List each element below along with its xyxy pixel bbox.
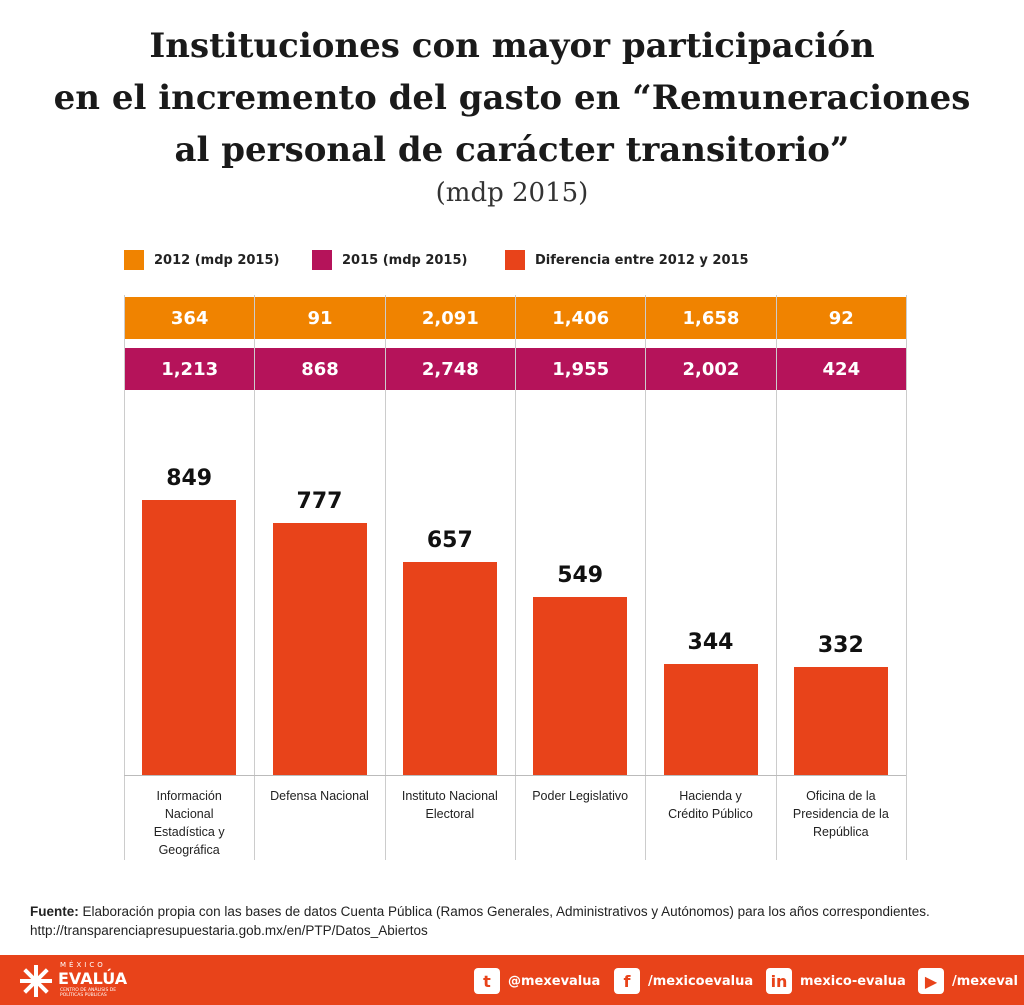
bar-value-label: 344 [687,629,734,655]
legend-swatch [312,250,332,270]
social-handle: /mexicoevalua [648,973,754,989]
footer: MÉXICO EVALÚA CENTRO DE ANÁLISIS DE POLÍ… [0,955,1024,1005]
table-cell: 424 [776,348,906,390]
source-url: http://transparenciapresupuestaria.gob.m… [30,923,428,938]
table-cell: 2,748 [385,348,515,390]
category-label: Información Nacional Estadística y Geogr… [153,789,225,857]
social-youtube[interactable]: ▶ /mexeval [918,967,1018,995]
category-label: Oficina de la Presidencia de la Repúblic… [792,789,889,839]
bar [533,597,628,775]
table-cell: 91 [255,297,385,339]
social-handle: @mexevalua [508,973,601,989]
logo-sub: CENTRO DE ANÁLISIS DE POLÍTICAS PÚBLICAS [60,988,117,998]
legend-swatch [124,250,144,270]
bar-value-label: 657 [426,528,473,554]
title-line: Instituciones con mayor participación [149,26,875,66]
logo-icon [20,965,52,997]
title-line: al personal de carácter transitorio” [174,130,850,170]
table-cell: 1,955 [516,348,646,390]
bar [663,663,758,775]
column-line [515,295,516,860]
legend-label: 2015 (mdp 2015) [342,252,468,268]
social-facebook[interactable]: f/mexicoevalua [614,967,753,995]
category-label: Hacienda y Crédito Público [668,789,753,821]
social-linkedin[interactable]: in mexico-evalua [766,967,906,995]
table-cell: 364 [125,297,255,339]
table-cell: 92 [776,297,906,339]
social-handle: mexico-evalua [800,973,906,989]
subtitle: (mdp 2015) [435,178,589,208]
column-line [906,295,907,860]
category-label: Defensa Nacional [270,789,369,803]
column-line [254,295,256,860]
category-label: Poder Legislativo [532,789,629,803]
table-cell: 2,091 [385,297,515,339]
bar [402,562,497,775]
column-line [775,295,777,860]
bar [272,523,367,775]
twitter-icon: t [474,968,500,994]
social-handle: /mexeval [952,973,1019,989]
source: Fuente: Elaboración propia con las bases… [30,902,930,940]
table-cell: 1,406 [516,297,646,339]
title: Instituciones con mayor participación en… [0,20,1024,176]
bar-value-label: 332 [817,633,864,659]
legend-item: Diferencia entre 2012 y 2015 [505,250,749,270]
facebook-icon: f [614,968,640,994]
bar-value-label: 549 [557,563,604,589]
legend-swatch [505,250,525,270]
bar-value-label: 849 [166,465,213,491]
bar [793,667,888,775]
source-text: Elaboración propia con las bases de dato… [82,904,930,919]
legend-item: 2012 (mdp 2015) [124,250,279,270]
category-label: Instituto Nacional Electoral [401,789,498,821]
title-line: en el incremento del gasto en “Remunerac… [53,78,971,118]
baseline [124,775,906,776]
source-label: Fuente: [30,904,79,919]
column-line [645,295,647,860]
legend-item: 2015 (mdp 2015) [312,250,467,270]
table-cell: 868 [255,348,385,390]
legend-label: 2012 (mdp 2015) [154,252,280,268]
column-line [384,295,386,860]
table-cell: 1,658 [646,297,776,339]
column-line [124,295,125,860]
social-twitter[interactable]: t @mexevalua [474,967,600,995]
logo-top: MÉXICO [60,961,106,969]
table-cell: 2,002 [646,348,776,390]
table-cell: 1,213 [125,348,255,390]
bar [142,499,237,775]
youtube-icon: ▶ [918,968,944,994]
linkedin-icon: in [766,968,792,994]
logo: EVALÚA [58,969,128,988]
legend-label: Diferencia entre 2012 y 2015 [535,252,749,268]
bar-value-label: 777 [296,489,343,515]
